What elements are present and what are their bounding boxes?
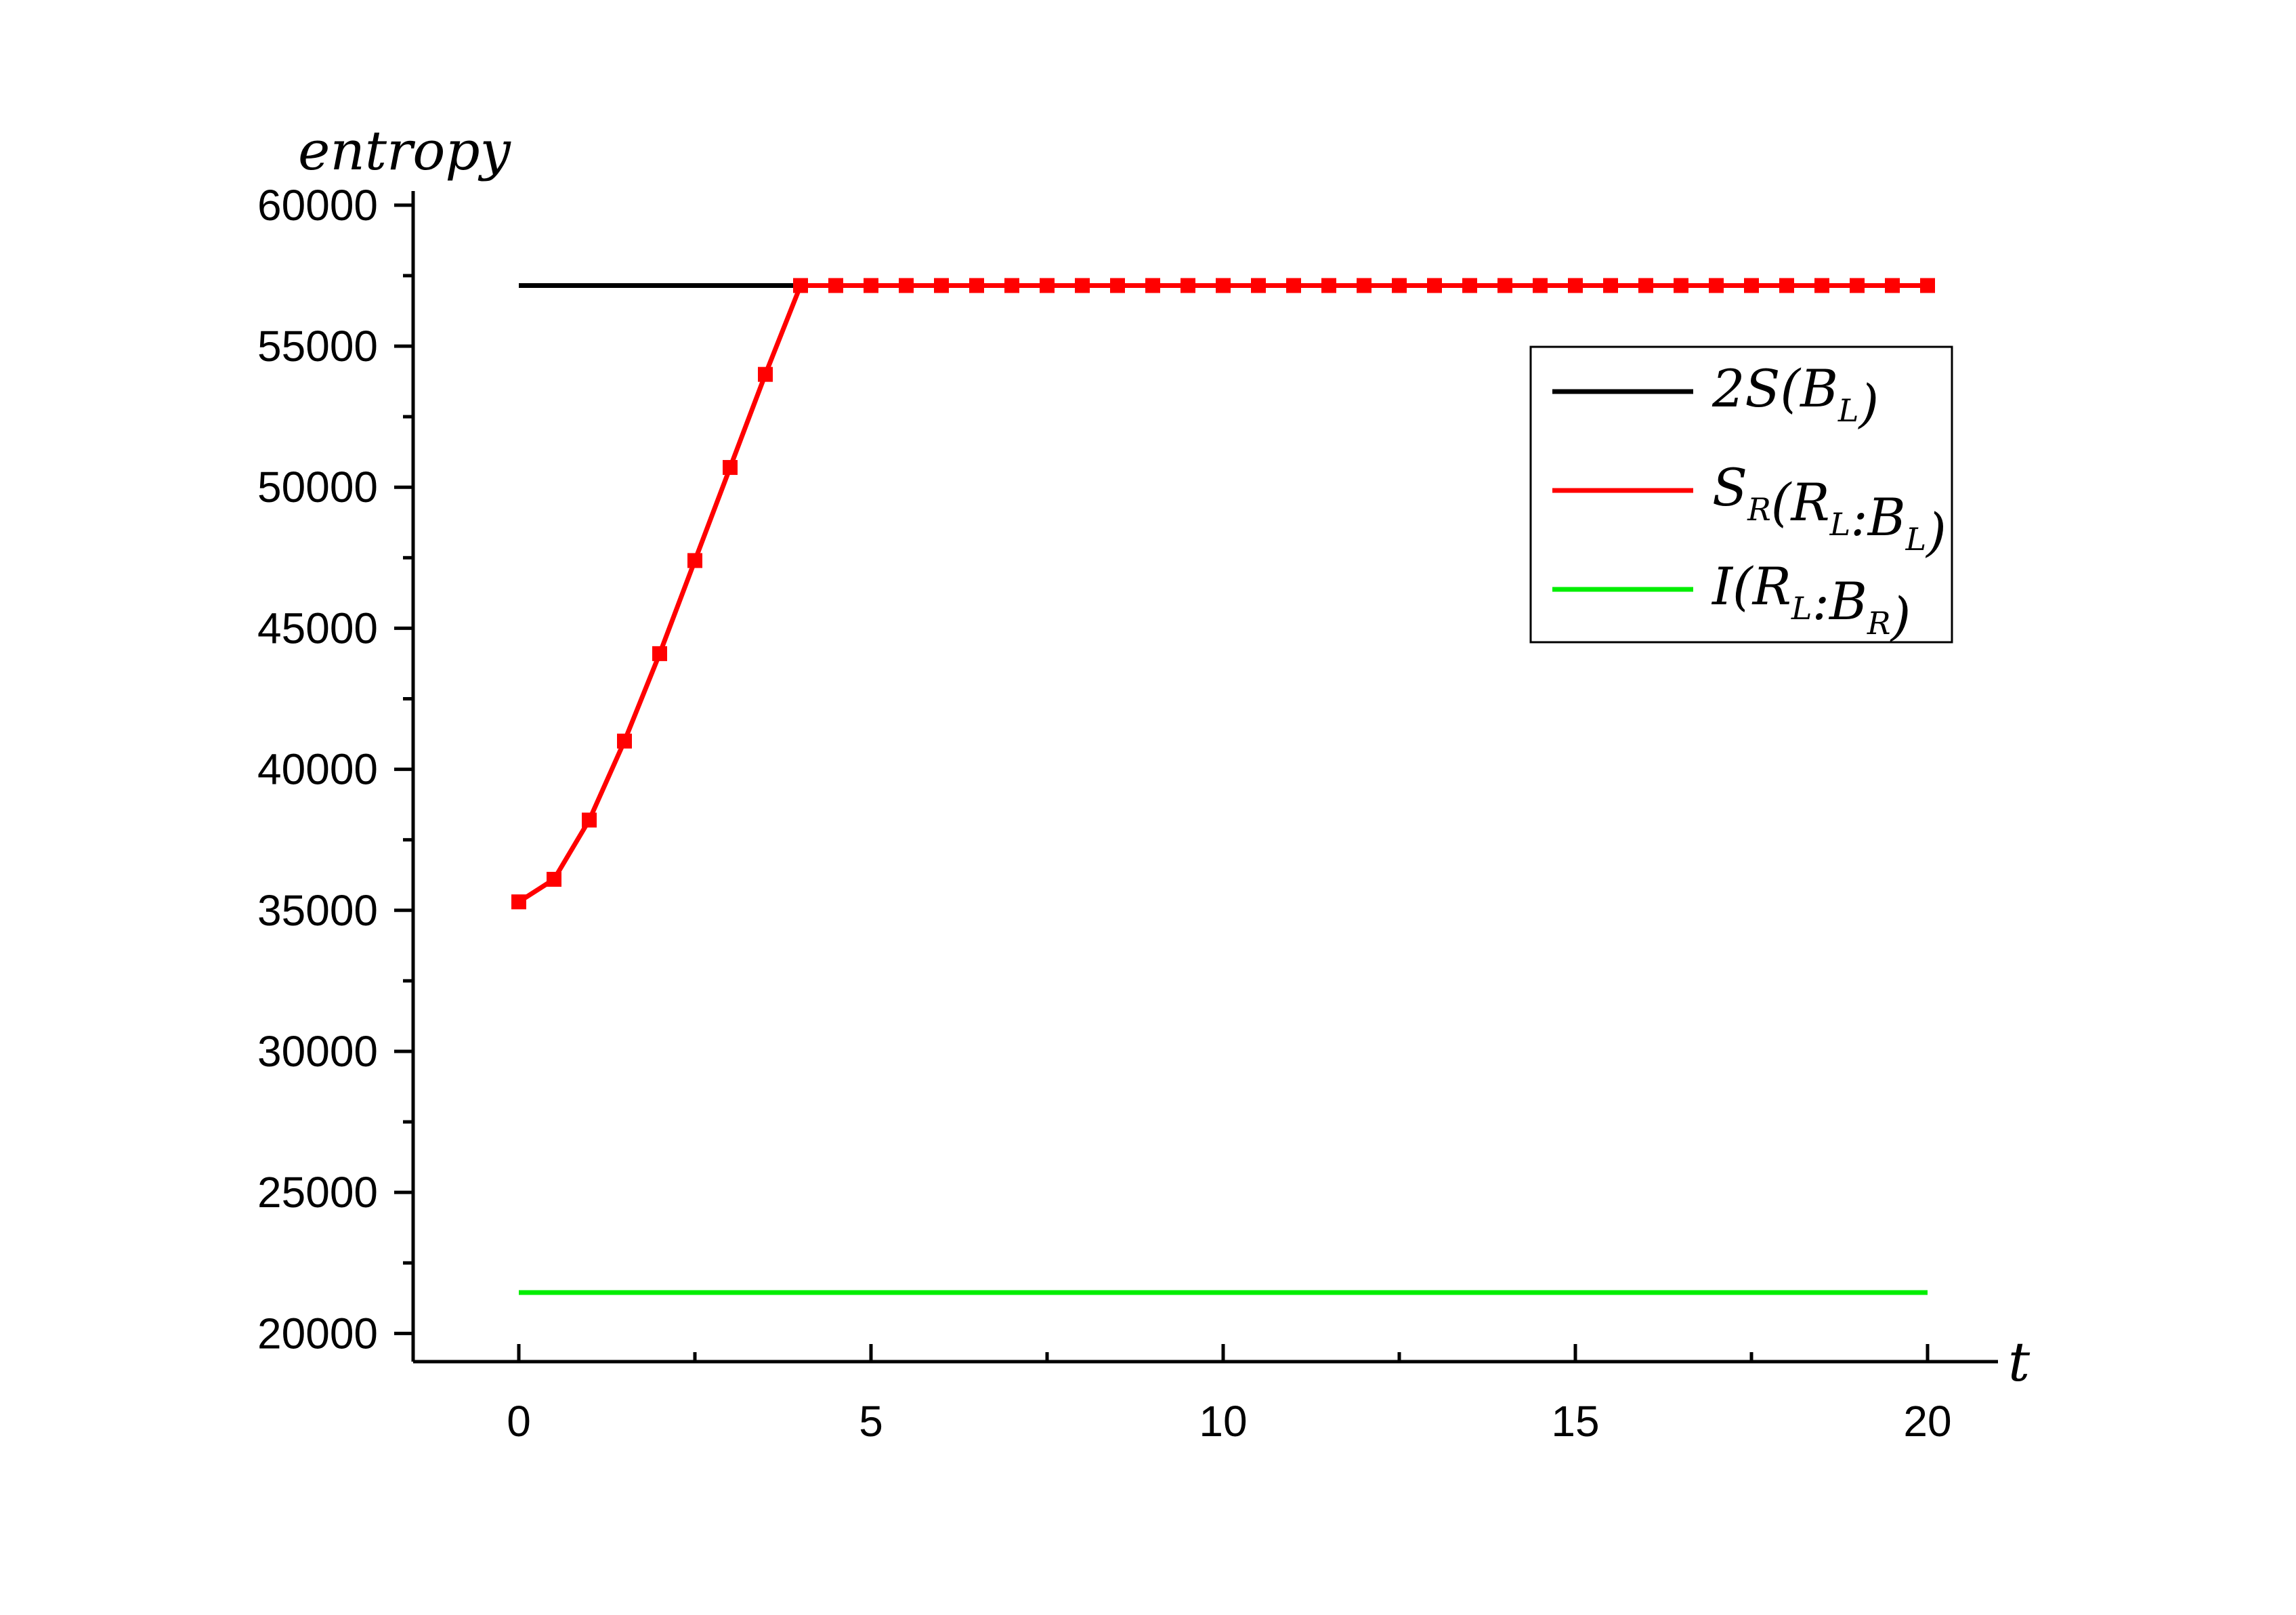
series-marker [899,278,914,293]
series-marker [793,278,808,293]
series-marker [617,733,632,749]
series-marker [1392,278,1407,293]
y-tick-label: 35000 [257,886,378,935]
x-tick-label: 5 [859,1397,883,1446]
series-marker [1357,278,1372,293]
y-tick-label: 45000 [257,604,378,652]
series-marker [1004,278,1019,293]
series-marker [1181,278,1195,293]
series-marker [687,553,702,568]
series-marker [1709,278,1724,293]
series-marker [934,278,949,293]
series-marker [1744,278,1759,293]
series-marker [1286,278,1301,293]
legend-label-1: SR(RL:BL) [1712,457,1947,562]
x-tick-label: 0 [507,1397,531,1446]
series-marker [1920,278,1935,293]
x-tick-label: 20 [1903,1397,1951,1446]
x-axis-title: t [2008,1330,2031,1393]
series-marker [758,366,773,382]
series-marker [1885,278,1900,293]
series-marker [864,278,878,293]
series-marker [1674,278,1688,293]
series-marker [969,278,984,293]
series-marker [511,894,526,910]
legend-box [1529,345,1953,644]
legend-label-0: 2S(BL) [1712,358,1879,434]
series-marker [1568,278,1583,293]
series-marker [1040,278,1055,293]
series-marker [1814,278,1829,293]
y-tick-label: 20000 [257,1309,378,1358]
series-marker [1462,278,1477,293]
series-marker [1145,278,1160,293]
series-marker [547,871,561,887]
series-marker [1850,278,1865,293]
y-tick-label: 60000 [257,181,378,230]
y-axis-title: entropy [298,119,512,182]
legend-label-2: I(RL:BR) [1711,556,1911,646]
legend: 2S(BL) SR(RL:BL)I(RL:BR) [1529,345,1953,646]
series-layer [511,278,1935,1295]
series-marker [828,278,843,293]
series-marker [1427,278,1442,293]
series-marker [723,460,738,476]
y-tick-label: 50000 [257,463,378,511]
series-marker [1603,278,1618,293]
series-marker [1075,278,1090,293]
series-marker [582,812,597,828]
x-tick-label: 15 [1551,1397,1599,1446]
y-tick-label: 55000 [257,322,378,371]
axes: 0 5 10 15 20 20000 25000 30000 35000 40000 45000 50… [257,119,2031,1446]
series-marker [1497,278,1512,293]
x-tick-label: 10 [1199,1397,1247,1446]
series-marker [1638,278,1653,293]
series-marker [1251,278,1266,293]
series-marker [1110,278,1125,293]
y-tick-label: 25000 [257,1168,378,1217]
series-marker [1533,278,1548,293]
series-marker [1216,278,1231,293]
series-marker [652,646,667,661]
y-tick-label: 40000 [257,745,378,794]
y-tick-label: 30000 [257,1027,378,1076]
series-marker [1321,278,1336,293]
series-marker [1779,278,1794,293]
